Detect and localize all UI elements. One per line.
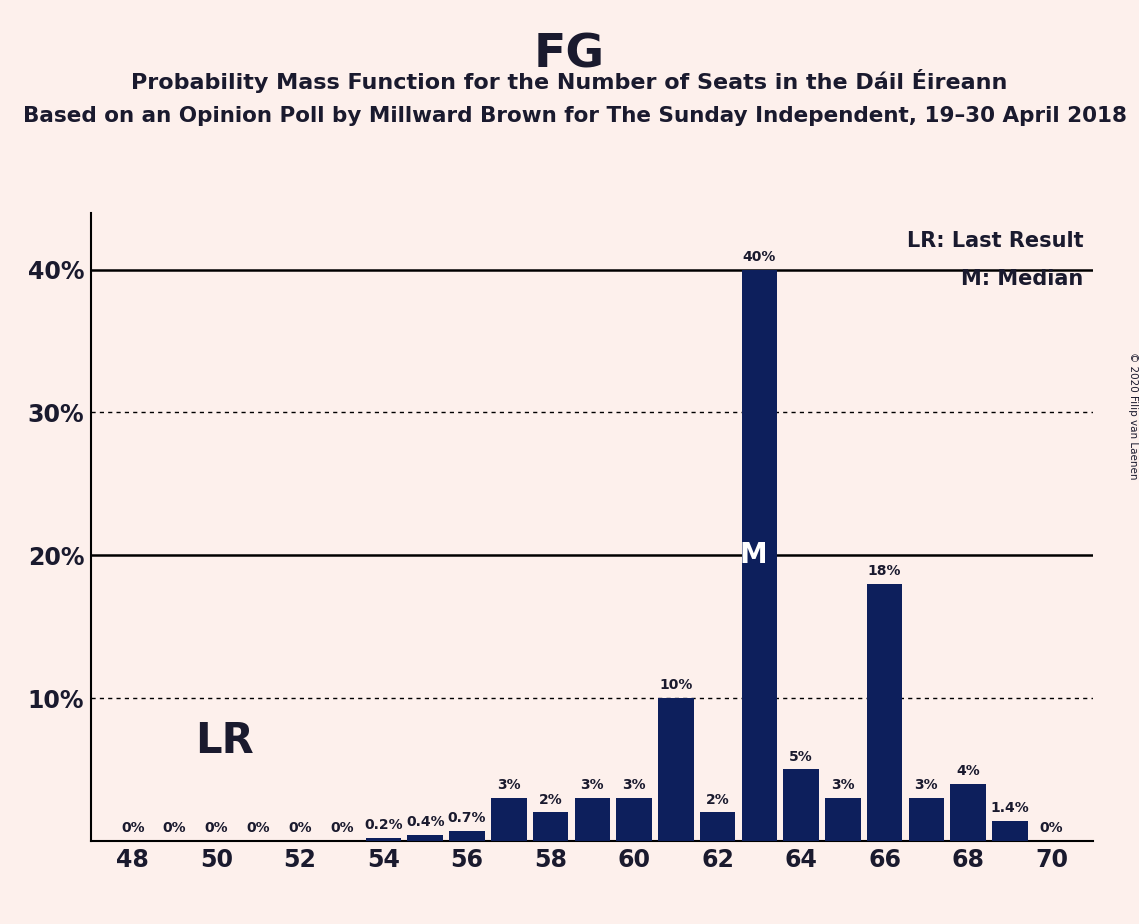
Bar (574, 798, 611, 841)
Text: M: Median: M: Median (961, 269, 1083, 289)
Bar (950, 784, 986, 841)
Text: 1.4%: 1.4% (991, 801, 1030, 815)
Text: 18%: 18% (868, 564, 901, 578)
Text: 3%: 3% (915, 778, 939, 792)
Text: LR: LR (196, 720, 254, 762)
Bar (741, 270, 777, 841)
Bar (825, 798, 861, 841)
Text: 2%: 2% (706, 793, 729, 807)
Bar (909, 798, 944, 841)
Text: 40%: 40% (743, 249, 776, 264)
Text: © 2020 Filip van Laenen: © 2020 Filip van Laenen (1129, 352, 1138, 480)
Bar (784, 770, 819, 841)
Text: LR: Last Result: LR: Last Result (907, 231, 1083, 251)
Text: 0.7%: 0.7% (448, 811, 486, 825)
Text: Based on an Opinion Poll by Millward Brown for The Sunday Independent, 19–30 Apr: Based on an Opinion Poll by Millward Bro… (23, 106, 1126, 127)
Bar (408, 835, 443, 841)
Bar (366, 838, 401, 841)
Text: 3%: 3% (581, 778, 604, 792)
Text: 3%: 3% (622, 778, 646, 792)
Text: 0.4%: 0.4% (405, 815, 444, 830)
Text: 10%: 10% (659, 678, 693, 692)
Text: 3%: 3% (831, 778, 854, 792)
Bar (867, 584, 902, 841)
Bar (658, 698, 694, 841)
Text: 0%: 0% (163, 821, 187, 835)
Text: 4%: 4% (957, 764, 980, 778)
Text: 0%: 0% (1040, 821, 1064, 835)
Bar (533, 812, 568, 841)
Bar (992, 821, 1027, 841)
Text: 0%: 0% (205, 821, 228, 835)
Text: Probability Mass Function for the Number of Seats in the Dáil Éireann: Probability Mass Function for the Number… (131, 69, 1008, 93)
Bar (491, 798, 526, 841)
Text: 0%: 0% (121, 821, 145, 835)
Text: 0%: 0% (330, 821, 353, 835)
Text: 2%: 2% (539, 793, 563, 807)
Bar (616, 798, 652, 841)
Text: 5%: 5% (789, 749, 813, 764)
Text: 0%: 0% (246, 821, 270, 835)
Bar (699, 812, 736, 841)
Bar (449, 831, 485, 841)
Text: 0%: 0% (288, 821, 312, 835)
Text: 0.2%: 0.2% (364, 819, 403, 833)
Text: FG: FG (534, 32, 605, 78)
Text: 3%: 3% (497, 778, 521, 792)
Text: M: M (739, 541, 767, 569)
